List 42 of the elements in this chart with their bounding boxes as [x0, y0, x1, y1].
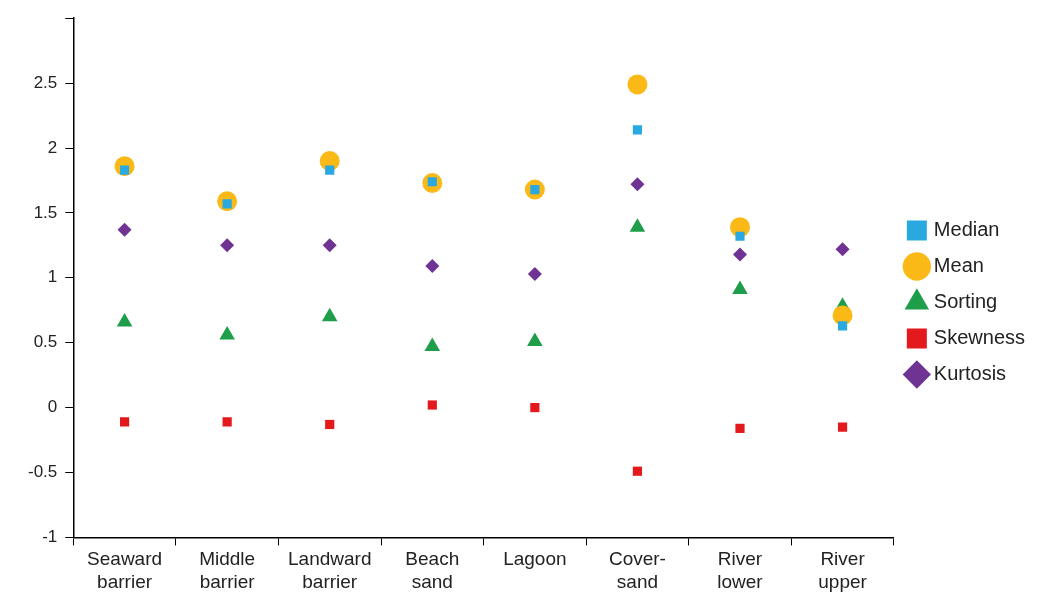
legend-label: Skewness	[933, 326, 1025, 349]
point	[530, 403, 540, 413]
y-tick-label: 0	[47, 397, 58, 417]
legend-label: Mean	[933, 254, 984, 277]
x-tick-label: Middle barrier	[199, 548, 256, 592]
point	[632, 466, 643, 476]
point	[632, 125, 643, 135]
x-tick-label: River upper	[818, 548, 868, 592]
point	[835, 242, 850, 257]
y-tick-label: 0.5	[33, 332, 58, 352]
point	[630, 177, 645, 192]
x-tick-label: Cover-sand	[608, 548, 666, 592]
x-tick-label: Seaward barrier	[87, 548, 163, 592]
point	[527, 266, 542, 281]
y-tick-label: -1	[42, 527, 58, 547]
point	[322, 238, 337, 253]
y-tick-label: 2.5	[33, 72, 58, 92]
x-tick-label: River lower	[717, 548, 764, 592]
point	[220, 238, 235, 253]
point	[837, 422, 848, 432]
y-tick-label: 2	[47, 137, 58, 157]
point	[427, 400, 437, 410]
point	[222, 417, 232, 427]
legend-label: Sorting	[933, 290, 998, 313]
point	[732, 247, 747, 262]
point	[117, 222, 132, 237]
legend-label: Median	[933, 218, 1000, 241]
y-tick-label: -0.5	[28, 462, 58, 482]
y-tick-label: 1	[47, 267, 58, 287]
point	[837, 321, 848, 331]
point	[119, 417, 130, 427]
point	[735, 423, 745, 433]
x-tick-label: Beach sand	[405, 548, 460, 592]
x-tick-label: Lagoon	[503, 548, 567, 570]
point	[735, 231, 745, 241]
x-tick-label: Landward barrier	[287, 548, 372, 592]
y-tick-label: 1.5	[33, 202, 58, 222]
point	[425, 259, 440, 274]
point	[627, 74, 648, 95]
legend-label: Kurtosis	[933, 362, 1007, 385]
point	[325, 419, 335, 430]
point	[325, 165, 335, 175]
